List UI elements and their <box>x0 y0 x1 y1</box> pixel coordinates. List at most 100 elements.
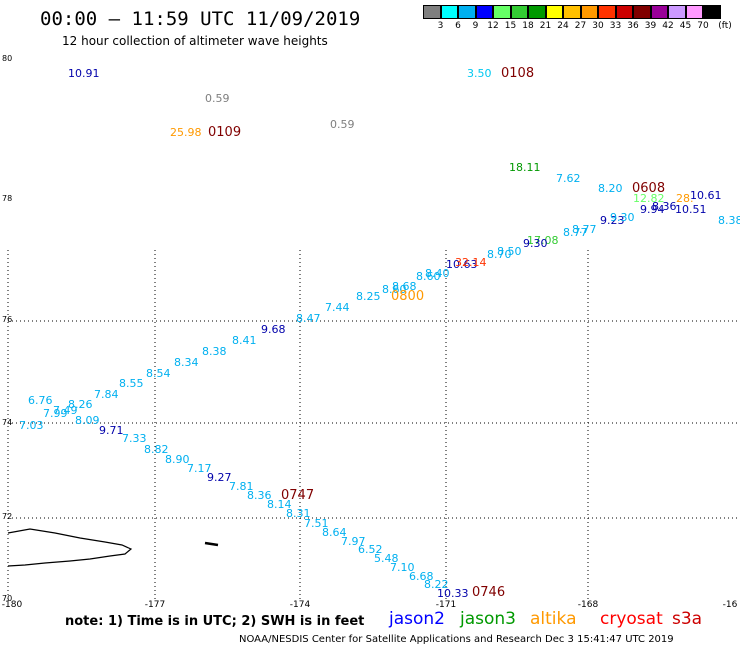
swh-value: 7.03 <box>19 419 44 432</box>
swh-value: 7.33 <box>122 432 147 445</box>
swh-value: 25.98 <box>170 126 202 139</box>
legend-label: 70 <box>697 21 709 31</box>
swh-value: 8.90 <box>165 453 190 466</box>
legend-label: 9 <box>472 21 479 31</box>
lat-label-80: 80 <box>2 54 13 63</box>
lat-label-72: 72 <box>2 512 13 521</box>
swh-value: 8.20 <box>598 182 623 195</box>
swh-value: 8.36 <box>652 200 677 213</box>
legend-swatch <box>633 5 651 19</box>
legend-swatch <box>668 5 686 19</box>
legend-swatch <box>510 5 528 19</box>
swh-value: 18.11 <box>509 161 541 174</box>
swh-value: 28. <box>676 192 694 205</box>
legend-swatch <box>493 5 511 19</box>
legend-swatch <box>563 5 581 19</box>
swh-value: 7.97 <box>341 535 366 548</box>
satellite-legend-altika: altika <box>530 609 577 629</box>
swh-value: 8.64 <box>322 526 347 539</box>
lon-label-168: -168 <box>577 600 599 610</box>
lon-label-180: -180 <box>1 600 23 610</box>
swh-value: 7.81 <box>229 480 254 493</box>
legend-label: 3 <box>437 21 444 31</box>
satellite-legend-jason3: jason3 <box>460 609 516 629</box>
small-island <box>204 541 219 547</box>
swh-value: 6.68 <box>409 570 434 583</box>
legend-swatch <box>703 5 721 19</box>
pass-time-label: 0608 <box>632 181 666 196</box>
pass-time-label: 0108 <box>501 66 535 81</box>
lat-label-74: 74 <box>2 418 13 427</box>
swh-value: 8.70 <box>487 248 512 261</box>
legend-label: 33 <box>609 21 622 31</box>
swh-value: 17.08 <box>527 234 559 247</box>
legend-swatch <box>685 5 703 19</box>
swh-value: 8.34 <box>174 356 199 369</box>
legend-label: 42 <box>662 21 674 31</box>
swh-value: 10.91 <box>68 67 100 80</box>
swh-value: 9.94 <box>640 203 665 216</box>
map-title: 00:00 – 11:59 UTC 11/09/2019 <box>40 8 361 30</box>
swh-value: 7.99 <box>43 407 68 420</box>
swh-value: 8.26 <box>68 398 93 411</box>
pass-time-label: 0800 <box>391 289 425 304</box>
swh-value: 8.77 <box>572 223 597 236</box>
swh-value: 3.50 <box>467 67 492 80</box>
swh-value: 7.49 <box>53 404 78 417</box>
swh-value: 8.47 <box>296 312 321 325</box>
swh-value: 8.50 <box>497 245 522 258</box>
legend-label: 45 <box>679 21 692 31</box>
swh-value: 8.41 <box>232 334 257 347</box>
swh-value: 7.17 <box>187 462 212 475</box>
pass-time-label: 0747 <box>281 488 315 503</box>
swh-value: 8.82 <box>144 443 169 456</box>
legend-swatch <box>475 5 493 19</box>
satellite-legend-cryosat: cryosat <box>600 609 663 629</box>
legend-label: 27 <box>574 21 587 31</box>
swh-value: 6.52 <box>358 543 383 556</box>
swh-value: 6.76 <box>28 394 53 407</box>
coastline <box>7 528 133 567</box>
swh-value: 8.09 <box>75 414 100 427</box>
swh-value: 9.27 <box>207 471 232 484</box>
swh-value: 9.30 <box>523 237 548 250</box>
map-subtitle: 12 hour collection of altimeter wave hei… <box>62 34 328 48</box>
swh-value: 10.33 <box>437 587 469 600</box>
swh-value: 7.51 <box>304 517 329 530</box>
swh-value: 9.23 <box>600 214 625 227</box>
swh-value: 0.59 <box>205 92 230 105</box>
legend-swatch <box>598 5 616 19</box>
swh-value: 8.22 <box>424 578 449 591</box>
lat-label-70: 70 <box>2 594 13 603</box>
swh-value: 9.30 <box>610 211 635 224</box>
swh-value: 9.71 <box>99 424 124 437</box>
swh-value: 8.31 <box>286 507 311 520</box>
swh-value: 10.61 <box>690 189 722 202</box>
legend-swatch <box>423 5 441 19</box>
swh-value: 9.68 <box>261 323 286 336</box>
pass-time-label: 0746 <box>472 585 506 600</box>
legend-label: 30 <box>592 21 604 31</box>
swh-value: 8.36 <box>247 489 272 502</box>
swh-value: 8.60 <box>416 270 441 283</box>
legend-swatch <box>615 5 633 19</box>
swh-value: 7.10 <box>390 561 415 574</box>
lat-label-76: 76 <box>2 315 13 324</box>
pass-time-label: 0109 <box>208 125 242 140</box>
swh-value: 8.38 <box>202 345 227 358</box>
swh-value: 8.38 <box>718 214 740 227</box>
legend-label: 39 <box>644 21 657 31</box>
lon-label-177: -177 <box>144 600 166 610</box>
swh-value: 12.82 <box>633 192 665 205</box>
swh-value: 10.63 <box>446 258 478 271</box>
legend-swatch <box>580 5 598 19</box>
legend-label: 24 <box>557 21 569 31</box>
legend-swatch <box>528 5 546 19</box>
swh-value: 8.40 <box>425 267 450 280</box>
swh-value: 8.55 <box>119 377 144 390</box>
swh-value: 32.14 <box>455 256 487 269</box>
swh-value: 10.51 <box>675 203 707 216</box>
lon-label-165: -16 <box>722 600 738 610</box>
legend-label: 36 <box>627 21 639 31</box>
satellite-legend-s3a: s3a <box>672 609 703 629</box>
